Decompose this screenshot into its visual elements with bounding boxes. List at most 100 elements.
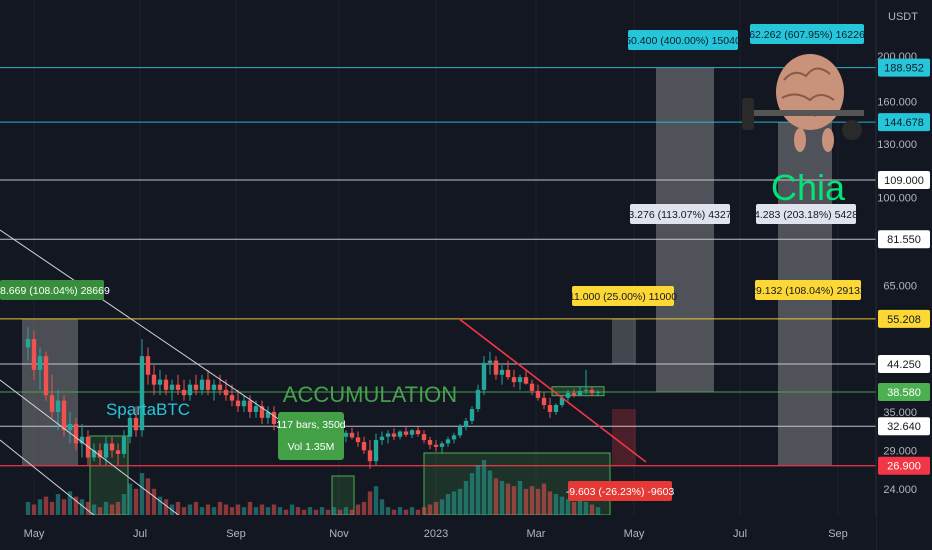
volume-bar — [271, 504, 277, 515]
volume-bar — [457, 488, 463, 515]
measure-label-text: 54.283 (203.18%) 54283 — [748, 209, 864, 221]
measure-label: 43.276 (113.07%) 43276 — [623, 204, 738, 224]
labels-layer: ACCUMULATION SpartaBTC Chia 28.669 (108.04%… — [0, 24, 871, 501]
price-tag-bg — [878, 309, 930, 328]
candle-body — [529, 383, 535, 391]
volume-bar — [529, 486, 535, 515]
measure-label-bg — [750, 24, 864, 44]
volume-bar — [127, 483, 133, 515]
volume-bar — [145, 478, 151, 515]
price-axis: USDT200.000160.000130.000100.00065.00035… — [875, 0, 932, 550]
candle-body — [67, 423, 73, 431]
candle-body — [139, 356, 145, 431]
volume-bar — [211, 507, 217, 515]
price-tag-bg — [878, 383, 930, 402]
volume-bar — [577, 499, 583, 515]
volume-bar — [553, 494, 559, 515]
coin-label: Chia — [771, 167, 846, 208]
volume-bar — [307, 507, 313, 515]
volume-bar — [403, 509, 409, 515]
candle-body — [523, 377, 529, 384]
volume-bar — [451, 491, 457, 515]
volume-bar — [481, 460, 487, 515]
candle-body — [373, 440, 379, 462]
candle-body — [433, 444, 439, 447]
volume-bar — [61, 499, 67, 515]
candle-body — [439, 443, 445, 447]
measure-label-bg — [572, 286, 674, 306]
candle-body — [271, 411, 277, 424]
volume-bar — [595, 507, 601, 515]
volume-bar — [37, 499, 43, 515]
candle-body — [121, 436, 127, 454]
price-tag-text: 26.900 — [887, 461, 921, 473]
dumbbell-left — [742, 98, 754, 130]
price-tick: 130.000 — [877, 139, 917, 151]
time-axis-bg — [0, 515, 876, 550]
candle-body — [571, 393, 577, 396]
measure-label-bg — [756, 204, 856, 224]
candle-body — [241, 400, 247, 407]
volume-bar — [397, 507, 403, 515]
candle-body — [151, 374, 157, 385]
candle-body — [463, 420, 469, 428]
volume-bar — [85, 501, 91, 515]
volume-bar — [499, 480, 505, 515]
candle-body — [265, 411, 271, 418]
measure-label-bg — [630, 204, 730, 224]
candle-body — [103, 443, 109, 458]
volume-bar — [217, 501, 223, 515]
volume-bar — [517, 480, 523, 515]
volume-bar — [421, 507, 427, 515]
candle-body — [73, 423, 79, 444]
price-tick: 65.000 — [883, 281, 917, 293]
measure-label-text: 29.132 (108.04%) 29132 — [750, 285, 866, 297]
price-tag-text: 144.678 — [884, 117, 924, 129]
candle-body — [469, 409, 475, 421]
volume-bar — [325, 509, 331, 515]
candle-body — [505, 369, 511, 378]
volume-bar — [181, 507, 187, 515]
volume-bar — [43, 496, 49, 515]
candle-body — [205, 379, 211, 390]
tooltip-bars-text: 117 bars, 350d — [276, 419, 345, 431]
volume-bar — [427, 504, 433, 515]
candle-body — [403, 431, 409, 435]
volume-bar — [493, 478, 499, 515]
accumulation-label: ACCUMULATION — [283, 382, 457, 407]
candle-body — [115, 450, 121, 454]
time-tick: Sep — [226, 528, 246, 540]
candle-body — [163, 379, 169, 390]
time-tick: Nov — [329, 528, 349, 540]
measure-label-text: 11.000 (25.00%) 11000 — [569, 291, 677, 303]
time-tick: Jul — [133, 528, 147, 540]
candle-body — [595, 391, 601, 394]
volume-bar — [343, 507, 349, 515]
author-label: SpartaBTC — [106, 400, 190, 419]
candle-body — [187, 384, 193, 396]
candle-body — [211, 384, 217, 390]
volume-bar — [361, 501, 367, 515]
price-tag-text: 38.580 — [887, 387, 921, 399]
volume-bar — [235, 504, 241, 515]
measure-label-text: -9.603 (-26.23%) -9603 — [566, 486, 675, 498]
candle-body — [397, 431, 403, 437]
candle-body — [361, 442, 367, 451]
candle-body — [589, 389, 595, 394]
volume-bar — [49, 501, 55, 515]
channel-line-upper — [0, 229, 281, 421]
candle-body — [487, 360, 493, 363]
candle-body — [49, 395, 55, 412]
channel-line-lower — [0, 379, 186, 521]
volume-bar — [25, 501, 31, 515]
volume-bar — [367, 491, 373, 515]
volume-bar — [175, 501, 181, 515]
candle-body — [229, 395, 235, 401]
candle-body — [181, 389, 187, 396]
volume-bar — [265, 507, 271, 515]
candle-body — [427, 440, 433, 445]
candle-body — [109, 443, 115, 451]
volume-bar — [91, 504, 97, 515]
candle-body — [451, 435, 457, 440]
